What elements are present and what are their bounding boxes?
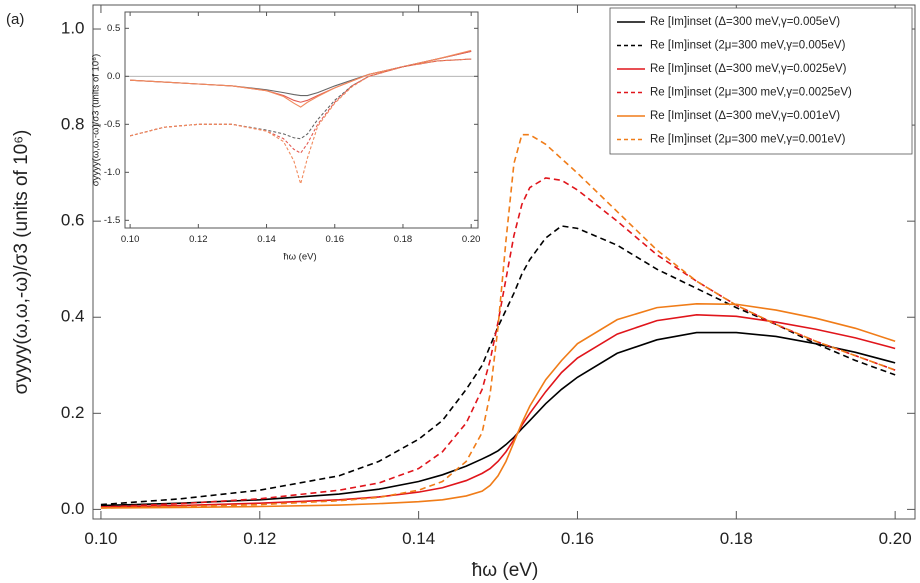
series-line (130, 49, 472, 108)
x-tick-label: 0.18 (394, 234, 413, 245)
y-tick-label: 0.0 (61, 499, 85, 518)
y-tick-label: 0.5 (107, 23, 120, 34)
y-tick-label: -1.5 (104, 215, 120, 226)
plot-frame (124, 11, 479, 229)
legend-label: Re [Im]inset (Δ=300 meV,γ=0.001eV) (650, 110, 840, 122)
y-tick-label: -0.5 (104, 119, 120, 130)
legend-label: Re [Im]inset (2μ=300 meV,γ=0.005eV) (650, 40, 846, 52)
inset-background (125, 12, 478, 228)
y-axis-label: σyyyy(ω,ω,-ω)/σ3 (units of 10⁶) (91, 54, 102, 186)
series-line (100, 133, 896, 509)
legend-label: Re [Im]inset (Δ=300 meV,γ=0.005eV) (650, 16, 840, 28)
legend-label: Re [Im]inset (2μ=300 meV,γ=0.0025eV) (650, 87, 852, 99)
x-tick-label: 0.20 (462, 234, 481, 245)
y-tick-label: 0.0 (107, 71, 120, 82)
x-axis-label: ħω (eV) (472, 560, 539, 581)
panel-label: (a) (6, 11, 24, 28)
y-tick-label: 0.2 (61, 403, 85, 422)
series-line (129, 58, 472, 186)
x-tick-label: 0.16 (326, 234, 345, 245)
x-tick-label: 0.14 (257, 234, 276, 245)
x-axis-label: ħω (eV) (283, 252, 316, 263)
legend-label: Re [Im]inset (2μ=300 meV,γ=0.001eV) (650, 134, 846, 146)
series-line (100, 177, 896, 508)
x-tick-label: 0.12 (243, 529, 276, 548)
y-tick-label: -1.0 (104, 167, 120, 178)
x-tick-label: 0.12 (189, 234, 208, 245)
y-tick-label: 0.6 (61, 211, 85, 230)
x-tick-label: 0.18 (720, 529, 753, 548)
x-tick-label: 0.10 (84, 529, 117, 548)
y-tick-label: 0.8 (61, 115, 85, 134)
y-axis-label: σyyyy(ω,ω,-ω)/σ3 (units of 10⁶) (11, 130, 32, 395)
series-line (100, 302, 896, 509)
x-tick-label: 0.16 (561, 529, 594, 548)
plot-frame (92, 4, 916, 520)
legend-box (609, 7, 913, 155)
x-tick-label: 0.20 (879, 529, 912, 548)
y-tick-label: 0.4 (61, 307, 85, 326)
x-tick-label: 0.10 (121, 234, 140, 245)
x-tick-label: 0.14 (402, 529, 435, 548)
legend-label: Re [Im]inset (Δ=300 meV,γ=0.0025eV) (650, 63, 847, 75)
y-tick-label: 1.0 (61, 19, 85, 38)
